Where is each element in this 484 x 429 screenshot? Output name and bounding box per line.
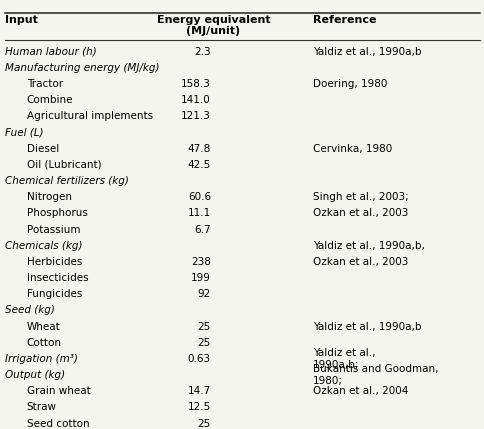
Text: Herbicides: Herbicides (27, 257, 82, 267)
Text: Potassium: Potassium (27, 224, 80, 235)
Text: Singh et al., 2003;: Singh et al., 2003; (312, 192, 408, 202)
Text: 6.7: 6.7 (194, 224, 211, 235)
Text: Input: Input (5, 15, 38, 25)
Text: 25: 25 (197, 419, 211, 429)
Text: Oil (Lubricant): Oil (Lubricant) (27, 160, 101, 170)
Text: Output (kg): Output (kg) (5, 370, 65, 380)
Text: 121.3: 121.3 (181, 112, 211, 121)
Text: Bukantis and Goodman,
1980;: Bukantis and Goodman, 1980; (312, 364, 438, 386)
Text: 42.5: 42.5 (187, 160, 211, 170)
Text: Diesel: Diesel (27, 144, 59, 154)
Text: Straw: Straw (27, 402, 57, 412)
Text: 141.0: 141.0 (181, 95, 211, 105)
Text: Chemicals (kg): Chemicals (kg) (5, 241, 82, 251)
Text: 47.8: 47.8 (187, 144, 211, 154)
Text: Manufacturing energy (MJ/kg): Manufacturing energy (MJ/kg) (5, 63, 159, 73)
Text: Reference: Reference (312, 15, 376, 25)
Text: Wheat: Wheat (27, 322, 60, 332)
Text: Yaldiz et al.,
1990a,b;: Yaldiz et al., 1990a,b; (312, 348, 375, 370)
Text: Doering, 1980: Doering, 1980 (312, 79, 386, 89)
Text: 11.1: 11.1 (187, 208, 211, 218)
Text: Phosphorus: Phosphorus (27, 208, 88, 218)
Text: Chemical fertilizers (kg): Chemical fertilizers (kg) (5, 176, 128, 186)
Text: 2.3: 2.3 (194, 47, 211, 57)
Text: Yaldiz et al., 1990a,b: Yaldiz et al., 1990a,b (312, 322, 421, 332)
Text: Ozkan et al., 2004: Ozkan et al., 2004 (312, 386, 408, 396)
Text: Seed cotton: Seed cotton (27, 419, 89, 429)
Text: Energy equivalent
(MJ/unit): Energy equivalent (MJ/unit) (156, 15, 270, 36)
Text: Agricultural implements: Agricultural implements (27, 112, 152, 121)
Text: 14.7: 14.7 (187, 386, 211, 396)
Text: Ozkan et al., 2003: Ozkan et al., 2003 (312, 257, 408, 267)
Text: Ozkan et al., 2003: Ozkan et al., 2003 (312, 208, 408, 218)
Text: Irrigation (m³): Irrigation (m³) (5, 354, 77, 364)
Text: 0.63: 0.63 (187, 354, 211, 364)
Text: 238: 238 (191, 257, 211, 267)
Text: Fungicides: Fungicides (27, 289, 82, 299)
Text: 158.3: 158.3 (181, 79, 211, 89)
Text: Seed (kg): Seed (kg) (5, 305, 55, 315)
Text: Cotton: Cotton (27, 338, 61, 348)
Text: Tractor: Tractor (27, 79, 62, 89)
Text: 12.5: 12.5 (187, 402, 211, 412)
Text: Yaldiz et al., 1990a,b,: Yaldiz et al., 1990a,b, (312, 241, 424, 251)
Text: Insecticides: Insecticides (27, 273, 88, 283)
Text: 60.6: 60.6 (187, 192, 211, 202)
Text: Fuel (L): Fuel (L) (5, 127, 43, 138)
Text: Cervinka, 1980: Cervinka, 1980 (312, 144, 391, 154)
Text: Yaldiz et al., 1990a,b: Yaldiz et al., 1990a,b (312, 47, 421, 57)
Text: 25: 25 (197, 322, 211, 332)
Text: 92: 92 (197, 289, 211, 299)
Text: 199: 199 (191, 273, 211, 283)
Text: Combine: Combine (27, 95, 73, 105)
Text: Grain wheat: Grain wheat (27, 386, 90, 396)
Text: 25: 25 (197, 338, 211, 348)
Text: Human labour (h): Human labour (h) (5, 47, 96, 57)
Text: Nitrogen: Nitrogen (27, 192, 72, 202)
